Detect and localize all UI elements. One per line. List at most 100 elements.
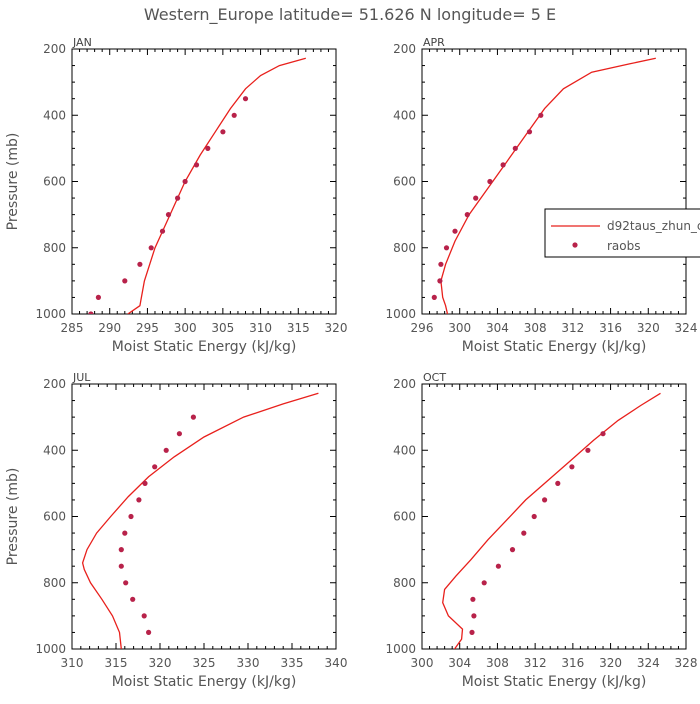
raobs-point bbox=[542, 497, 548, 503]
raobs-point bbox=[182, 178, 188, 185]
raobs-point bbox=[470, 596, 476, 602]
x-tick-label: 335 bbox=[281, 656, 304, 670]
panel-oct: OCT 300 304 308 312 316 320 324 328 200 400 600 800 1… bbox=[385, 371, 697, 690]
raobs-point bbox=[163, 447, 169, 453]
raobs-point bbox=[148, 245, 154, 251]
y-tick-label: 400 bbox=[43, 443, 66, 457]
y-tick-label: 400 bbox=[393, 108, 416, 122]
raobs-point bbox=[146, 629, 152, 636]
raobs-point bbox=[464, 212, 470, 218]
y-tick-label: 800 bbox=[43, 576, 66, 590]
raobs-point bbox=[190, 414, 196, 420]
raobs-point bbox=[95, 294, 101, 300]
x-tick-label: 324 bbox=[675, 321, 698, 335]
x-tick-label: 315 bbox=[287, 321, 310, 335]
x-tick-label: 316 bbox=[561, 656, 584, 670]
chart-title: Western_Europe latitude= 51.626 N longit… bbox=[144, 5, 556, 25]
x-tick-label: 320 bbox=[325, 321, 348, 335]
y-tick-label: 600 bbox=[43, 175, 66, 189]
x-tick-label: 320 bbox=[599, 656, 622, 670]
legend-dot-swatch bbox=[572, 242, 578, 248]
y-tick-label: 1000 bbox=[385, 642, 416, 656]
raobs-point bbox=[481, 580, 487, 586]
legend-label-model: d92taus_zhun_c bbox=[607, 219, 700, 233]
raobs-point bbox=[452, 228, 458, 234]
raobs-point bbox=[512, 145, 518, 151]
x-tick-label: 330 bbox=[237, 656, 260, 670]
raobs-point bbox=[437, 278, 443, 284]
raobs-point bbox=[526, 129, 533, 135]
y-tick-label: 200 bbox=[393, 42, 416, 56]
plot-frame bbox=[71, 48, 337, 315]
model-profile-line bbox=[440, 57, 656, 314]
raobs-point bbox=[509, 547, 516, 553]
raobs-point bbox=[141, 613, 147, 619]
raobs-point bbox=[128, 513, 134, 520]
raobs-point bbox=[205, 145, 211, 151]
raobs-point bbox=[487, 178, 493, 185]
raobs-point bbox=[231, 112, 237, 118]
y-tick-label: 200 bbox=[43, 42, 66, 56]
y-tick-label: 600 bbox=[393, 175, 416, 189]
y-tick-label: 600 bbox=[43, 510, 66, 524]
panel-label: APR bbox=[423, 36, 445, 49]
raobs-point bbox=[538, 112, 544, 118]
x-tick-label: 328 bbox=[675, 656, 698, 670]
legend-label-raobs: raobs bbox=[607, 239, 641, 253]
x-tick-label: 320 bbox=[637, 321, 660, 335]
y-tick-label: 400 bbox=[393, 443, 416, 457]
raobs-point bbox=[122, 278, 128, 284]
panel-label: JUL bbox=[72, 371, 91, 384]
x-tick-label: 320 bbox=[149, 656, 172, 670]
plot-area bbox=[442, 392, 661, 649]
model-profile-line bbox=[442, 392, 661, 649]
x-tick-label: 290 bbox=[98, 321, 121, 335]
raobs-point bbox=[152, 464, 158, 470]
raobs-point bbox=[122, 530, 128, 536]
raobs-point bbox=[555, 480, 561, 486]
panel-label: OCT bbox=[423, 371, 446, 384]
x-tick-label: 308 bbox=[486, 656, 509, 670]
raobs-point bbox=[569, 464, 575, 470]
raobs-point bbox=[165, 212, 172, 218]
y-axis-title: Pressure (mb) bbox=[5, 133, 21, 231]
panel-apr: APR 296 300 304 308 312 316 320 324 200 400 600 800 1… bbox=[385, 36, 697, 355]
panel-jan: JAN 285 290 295 300 305 310 315 320 200 400 600 800 1… bbox=[5, 36, 347, 355]
x-tick-label: 295 bbox=[136, 321, 159, 335]
raobs-point bbox=[438, 261, 444, 267]
panel-group: JAN 285 290 295 300 305 310 315 320 200 400 600 800 1… bbox=[5, 36, 697, 690]
x-tick-label: 300 bbox=[448, 321, 471, 335]
raobs-point bbox=[500, 162, 506, 168]
y-tick-label: 1000 bbox=[35, 642, 66, 656]
raobs-point bbox=[175, 195, 181, 201]
plot-area bbox=[431, 57, 656, 314]
x-tick-label: 340 bbox=[325, 656, 348, 670]
y-tick-label: 200 bbox=[43, 377, 66, 391]
raobs-point bbox=[123, 580, 129, 586]
raobs-point bbox=[176, 431, 182, 437]
x-tick-label: 300 bbox=[174, 321, 197, 335]
x-tick-label: 308 bbox=[524, 321, 547, 335]
x-tick-label: 325 bbox=[193, 656, 216, 670]
raobs-point bbox=[585, 447, 591, 453]
x-tick-label: 315 bbox=[105, 656, 128, 670]
raobs-point bbox=[159, 228, 166, 234]
y-tick-label: 1000 bbox=[35, 307, 66, 321]
x-tick-label: 304 bbox=[448, 656, 471, 670]
y-tick-label: 800 bbox=[43, 241, 66, 255]
plot-frame bbox=[71, 383, 337, 650]
x-axis-title: Moist Static Energy (kJ/kg) bbox=[112, 339, 297, 355]
raobs-point bbox=[136, 497, 142, 503]
legend-box bbox=[544, 208, 700, 258]
x-axis-title: Moist Static Energy (kJ/kg) bbox=[112, 674, 297, 690]
raobs-point bbox=[193, 162, 200, 168]
y-tick-label: 1000 bbox=[385, 307, 416, 321]
x-tick-label: 312 bbox=[561, 321, 584, 335]
y-tick-label: 800 bbox=[393, 576, 416, 590]
model-profile-line bbox=[127, 57, 306, 314]
x-tick-label: 305 bbox=[211, 321, 234, 335]
raobs-point bbox=[521, 530, 527, 536]
raobs-point bbox=[531, 513, 537, 520]
x-tick-label: 285 bbox=[61, 321, 84, 335]
